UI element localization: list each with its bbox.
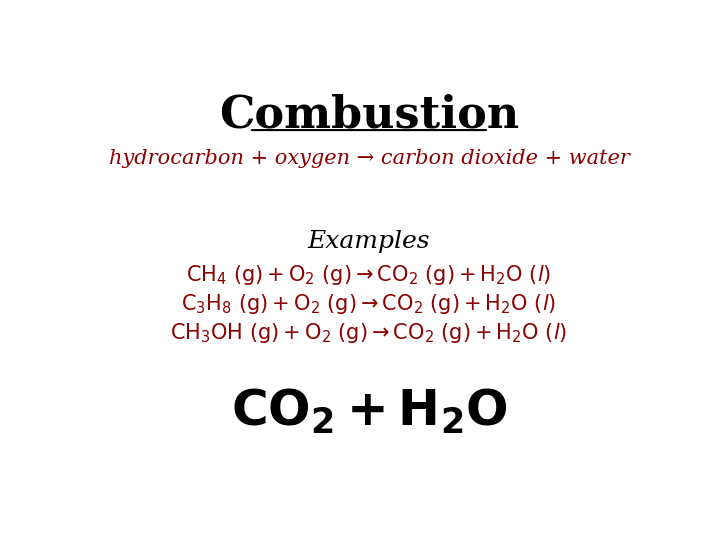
Text: $\mathrm{CH_4\ (g) + O_2\ (g) \rightarrow CO_2\ (g) + H_2O\ }$$\mathit{(l)}$: $\mathrm{CH_4\ (g) + O_2\ (g) \rightarro… [186,263,552,287]
Text: hydrocarbon + oxygen → carbon dioxide + water: hydrocarbon + oxygen → carbon dioxide + … [109,149,629,168]
Text: $\mathrm{CH_3OH\ (g) + O_2\ (g) \rightarrow CO_2\ (g) + H_2O\ }$$\mathit{(l)}$: $\mathrm{CH_3OH\ (g) + O_2\ (g) \rightar… [171,321,567,345]
Text: Combustion: Combustion [219,93,519,136]
Text: $\mathbf{CO_2 + H_2O}$: $\mathbf{CO_2 + H_2O}$ [230,387,508,437]
Text: Examples: Examples [307,230,431,253]
Text: $\mathrm{C_3H_8\ (g) + O_2\ (g) \rightarrow CO_2\ (g) + H_2O\ }$$\mathit{(l)}$: $\mathrm{C_3H_8\ (g) + O_2\ (g) \rightar… [181,292,557,316]
